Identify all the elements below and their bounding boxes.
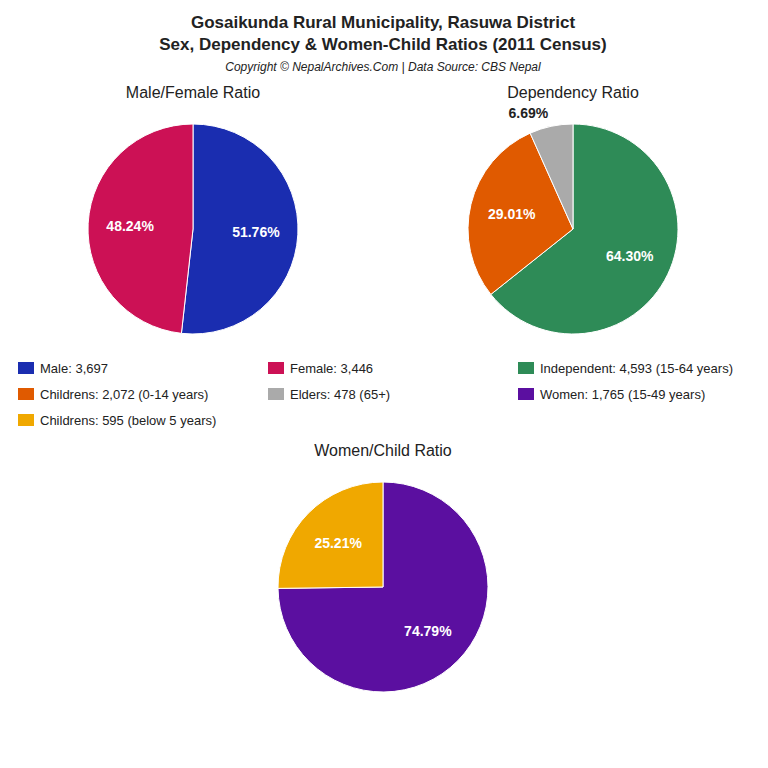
html-text:Women: 1,765 (15-49 years): Women: 1,765 (15-49 years) xyxy=(540,386,706,402)
html-text:Elders: 478 (65+): Elders: 478 (65+) xyxy=(290,386,391,402)
svg-text:25.21%: 25.21% xyxy=(314,535,362,551)
svg-text:64.30%: 64.30% xyxy=(606,248,654,264)
svg-text:48.24%: 48.24% xyxy=(106,218,154,234)
svg-text:74.79%: 74.79% xyxy=(404,623,452,639)
html-text:Childrens: 2,072 (0-14 years): Childrens: 2,072 (0-14 years) xyxy=(40,386,209,402)
html-text:Female: 3,446: Female: 3,446 xyxy=(290,360,374,376)
svg-text:51.76%: 51.76% xyxy=(232,224,280,240)
html-text:Male: 3,697: Male: 3,697 xyxy=(40,360,108,376)
html-text:Women/Child Ratio: Women/Child Ratio xyxy=(314,442,452,459)
html-text:Male/Female Ratio: Male/Female Ratio xyxy=(125,84,261,101)
html-text:Independent: 4,593 (15-64 year: Independent: 4,593 (15-64 years) xyxy=(540,360,733,376)
html-text:Gosaikunda Rural Municipality,: Gosaikunda Rural Municipality, Rasuwa Di… xyxy=(190,13,576,32)
svg-text:29.01%: 29.01% xyxy=(488,206,536,222)
html-text:Dependency Ratio: Dependency Ratio xyxy=(507,84,639,101)
svg-text:6.69%: 6.69% xyxy=(508,105,548,121)
html-text:Childrens: 595 (below 5 years): Childrens: 595 (below 5 years) xyxy=(40,412,217,428)
html-text:Sex, Dependency & Women-Child: Sex, Dependency & Women-Child Ratios (20… xyxy=(159,35,607,54)
html-text:Copyright © NepalArchives.Com: Copyright © NepalArchives.Com | Data Sou… xyxy=(225,60,541,74)
